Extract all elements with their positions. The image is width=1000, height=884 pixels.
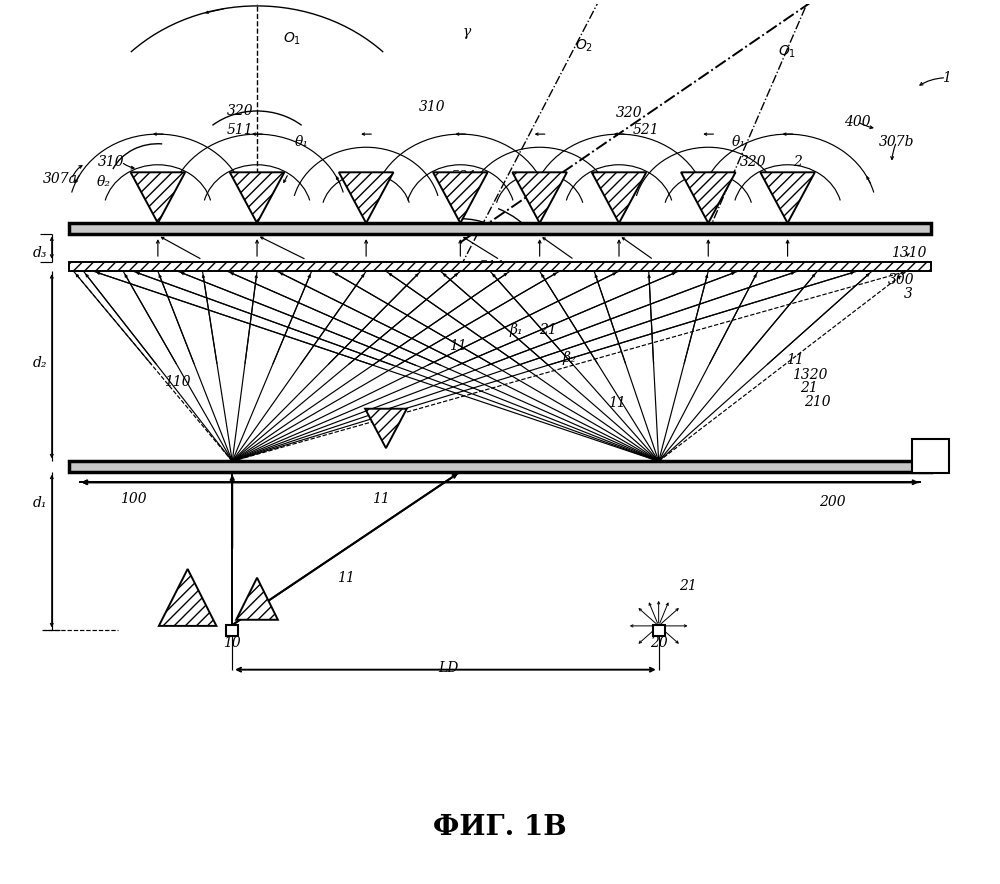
Bar: [69, 223, 931, 233]
Text: 110: 110: [164, 376, 191, 390]
Bar: [653, 625, 665, 636]
Text: 310: 310: [98, 155, 125, 169]
Text: LD: LD: [438, 661, 459, 674]
Text: d₃: d₃: [33, 246, 47, 260]
Polygon shape: [681, 172, 736, 223]
Text: d₂: d₂: [33, 356, 47, 370]
Text: 521: 521: [632, 123, 659, 137]
Text: d₁: d₁: [33, 496, 47, 510]
Text: $O_1$: $O_1$: [778, 43, 797, 59]
Text: 320: 320: [740, 155, 766, 169]
Text: β₁: β₁: [509, 323, 523, 337]
Text: 21: 21: [539, 323, 556, 337]
Polygon shape: [365, 408, 407, 448]
Polygon shape: [131, 172, 185, 223]
Text: 511: 511: [227, 123, 253, 137]
Text: 21: 21: [680, 580, 697, 593]
Text: $O_2$: $O_2$: [575, 38, 593, 55]
Polygon shape: [512, 172, 567, 223]
Text: 1320: 1320: [792, 369, 827, 383]
Text: 210: 210: [804, 395, 831, 408]
Text: 3: 3: [904, 287, 913, 301]
Text: γ: γ: [463, 25, 471, 39]
Text: 10: 10: [223, 636, 241, 651]
Text: 521: 521: [451, 170, 478, 184]
Text: 1310: 1310: [891, 246, 926, 260]
Text: 21: 21: [801, 381, 818, 395]
Text: 200: 200: [819, 494, 846, 508]
Bar: [69, 461, 931, 472]
Polygon shape: [236, 578, 278, 620]
Text: 5: 5: [926, 454, 935, 469]
Text: 511: 511: [479, 260, 505, 274]
Polygon shape: [433, 172, 488, 223]
Text: θ₁: θ₁: [295, 134, 309, 149]
Polygon shape: [339, 172, 393, 223]
Text: 1: 1: [942, 71, 951, 85]
Bar: [912, 439, 949, 473]
Text: 11: 11: [608, 396, 626, 409]
Text: 20: 20: [650, 636, 668, 651]
Text: 100: 100: [120, 492, 146, 506]
Text: 11: 11: [786, 353, 803, 367]
Text: 320: 320: [616, 106, 642, 119]
Polygon shape: [760, 172, 815, 223]
Polygon shape: [159, 569, 216, 626]
Text: 310: 310: [419, 101, 446, 115]
Polygon shape: [230, 172, 284, 223]
Text: 2: 2: [793, 155, 802, 169]
Text: 307a: 307a: [43, 172, 78, 187]
Text: 11: 11: [372, 492, 390, 506]
Polygon shape: [592, 172, 646, 223]
Text: ФИГ. 1В: ФИГ. 1В: [433, 814, 567, 841]
Text: 11: 11: [337, 571, 355, 584]
Bar: [69, 262, 931, 271]
Text: θ₂: θ₂: [96, 175, 110, 189]
Text: β₂: β₂: [563, 351, 576, 365]
Text: 400: 400: [844, 115, 870, 128]
Text: 300: 300: [888, 273, 915, 287]
Text: 320: 320: [227, 104, 253, 118]
Text: 307b: 307b: [879, 134, 914, 149]
Text: θ₁: θ₁: [732, 134, 746, 149]
Bar: [226, 625, 238, 636]
Text: 11: 11: [449, 339, 467, 353]
Text: $O_1$: $O_1$: [283, 31, 301, 48]
